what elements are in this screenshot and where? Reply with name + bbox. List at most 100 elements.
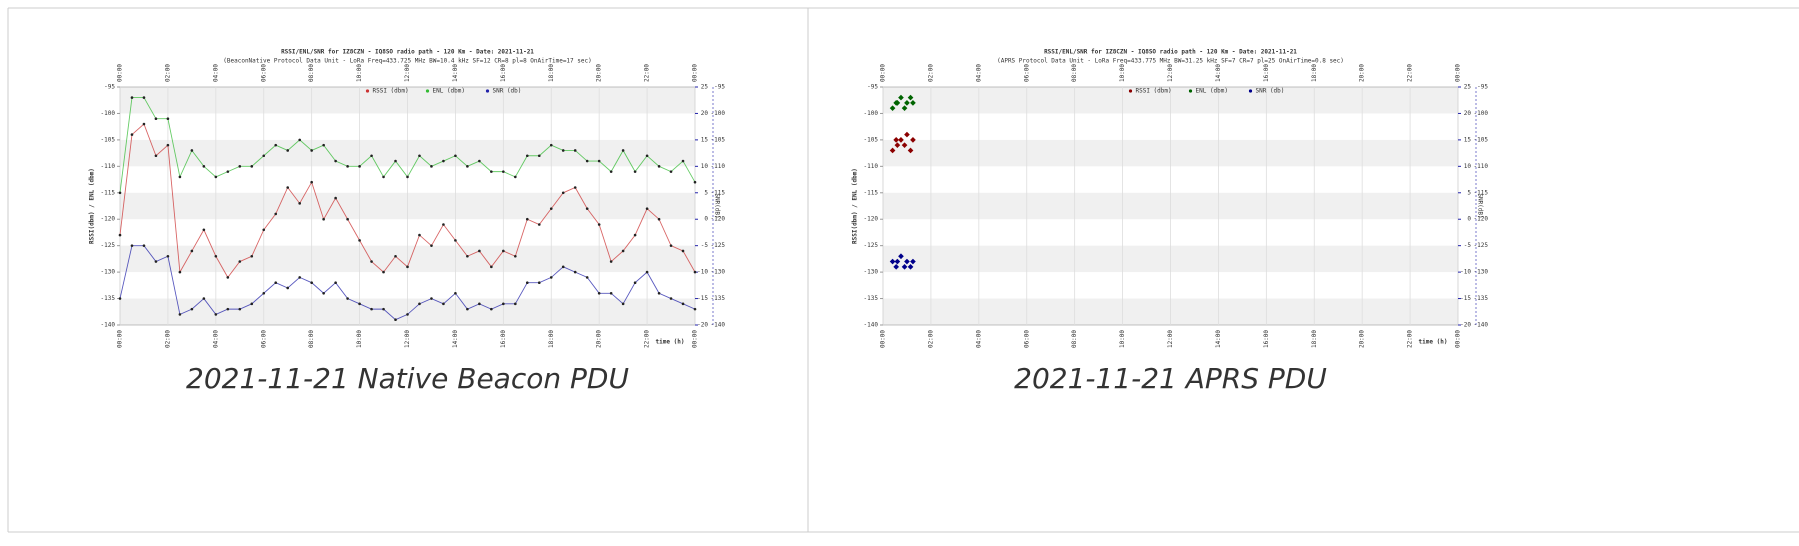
legend-marker	[1128, 89, 1133, 93]
data-point	[202, 165, 206, 168]
data-point	[910, 100, 916, 106]
x-tick-label: 00:00	[117, 330, 124, 348]
data-point	[322, 143, 325, 147]
x-tick-label-top: 00:00	[1455, 64, 1462, 82]
data-point	[130, 244, 134, 247]
y2-tick-label: 15	[701, 136, 709, 143]
data-point	[418, 154, 421, 158]
data-point	[370, 154, 373, 158]
data-point	[214, 175, 218, 179]
data-point	[597, 223, 601, 226]
data-point	[657, 165, 661, 168]
y-tick-label: -100	[101, 110, 116, 117]
data-point	[657, 217, 661, 221]
y-tick-label: -140	[864, 322, 879, 329]
x-tick-label-top: 10:00	[1119, 64, 1126, 82]
data-point	[358, 239, 361, 242]
data-point	[490, 265, 493, 269]
y-tick-label-right: -110	[711, 163, 726, 170]
x-tick-label: 00:00	[1455, 330, 1462, 348]
data-point	[901, 142, 908, 149]
data-point	[609, 260, 613, 263]
data-point	[907, 263, 914, 270]
data-point	[334, 281, 337, 284]
data-point	[238, 165, 242, 168]
data-point	[286, 286, 290, 290]
data-point	[904, 258, 910, 265]
data-point	[681, 302, 685, 306]
x-tick-label: 14:00	[1215, 330, 1222, 348]
x-tick-label-top: 16:00	[1263, 64, 1270, 82]
data-point	[250, 254, 254, 258]
x-tick-label-top: 02:00	[164, 64, 171, 82]
data-point	[442, 302, 445, 306]
data-point	[154, 117, 158, 121]
data-point	[418, 233, 421, 237]
x-tick-label: 12:00	[1167, 330, 1174, 348]
data-point	[310, 281, 313, 284]
x-tick-label-top: 06:00	[1023, 64, 1030, 82]
data-point	[178, 175, 182, 179]
data-point	[442, 223, 445, 226]
y-tick-label: -105	[864, 136, 879, 143]
data-point	[478, 302, 481, 306]
x-tick-label-top: 12:00	[404, 64, 411, 82]
y2-tick-label: 10	[701, 163, 709, 170]
data-point	[250, 302, 254, 306]
data-point	[226, 276, 230, 279]
data-point	[490, 307, 493, 311]
x-tick-label: 16:00	[500, 330, 507, 348]
y-tick-label-right: -125	[711, 242, 726, 249]
y2-tick-label: 0	[704, 216, 708, 223]
data-point	[454, 291, 457, 295]
data-point	[889, 258, 896, 265]
data-point	[645, 270, 649, 274]
x-tick-label: 06:00	[1023, 330, 1030, 348]
data-point	[370, 260, 373, 263]
chart-title: RSSI/ENL/SNR for IZ8CZN - IQ8SO radio pa…	[1044, 49, 1297, 56]
y2-tick-label: -20	[697, 322, 708, 329]
data-point	[693, 180, 697, 184]
y2-axis-label: SNR(dB)	[1477, 193, 1484, 218]
data-point	[549, 207, 553, 210]
x-tick-label-top: 16:00	[500, 64, 507, 82]
data-point	[418, 302, 421, 306]
data-point	[382, 270, 385, 274]
x-tick-label: 22:00	[644, 330, 651, 348]
legend-label: ENL (dbm)	[433, 88, 466, 95]
x-tick-label: 16:00	[1263, 330, 1270, 348]
x-tick-label-top: 00:00	[117, 64, 124, 82]
data-point	[358, 165, 361, 168]
y-tick-label-right: -100	[711, 110, 726, 117]
data-point	[166, 143, 170, 147]
data-point	[525, 154, 529, 158]
data-point	[894, 258, 901, 265]
data-point	[657, 291, 661, 295]
data-point	[142, 96, 146, 99]
data-point	[118, 191, 122, 195]
data-point	[466, 165, 469, 168]
data-point	[154, 154, 158, 158]
data-point	[226, 307, 230, 311]
y-tick-label-right: -105	[711, 136, 726, 143]
y-tick-label: -115	[101, 189, 116, 196]
x-tick-label: 20:00	[1359, 330, 1366, 348]
x-tick-label-top: 20:00	[596, 64, 603, 82]
data-point	[250, 165, 254, 168]
x-tick-label: 02:00	[164, 330, 171, 348]
data-point	[693, 270, 697, 274]
y2-tick-label: 20	[701, 110, 709, 117]
y-tick-label: -110	[864, 163, 879, 170]
y-tick-label-right: -125	[1474, 242, 1489, 249]
data-point	[406, 175, 409, 179]
x-axis-label: time (h)	[1419, 339, 1448, 346]
x-tick-label-top: 02:00	[927, 64, 934, 82]
data-point	[681, 249, 685, 253]
data-point	[406, 265, 409, 269]
x-tick-label: 20:00	[596, 330, 603, 348]
x-tick-label-top: 06:00	[260, 64, 267, 82]
data-point	[298, 276, 301, 279]
data-point	[502, 170, 505, 173]
data-point	[597, 291, 601, 295]
x-tick-label: 04:00	[975, 330, 982, 348]
